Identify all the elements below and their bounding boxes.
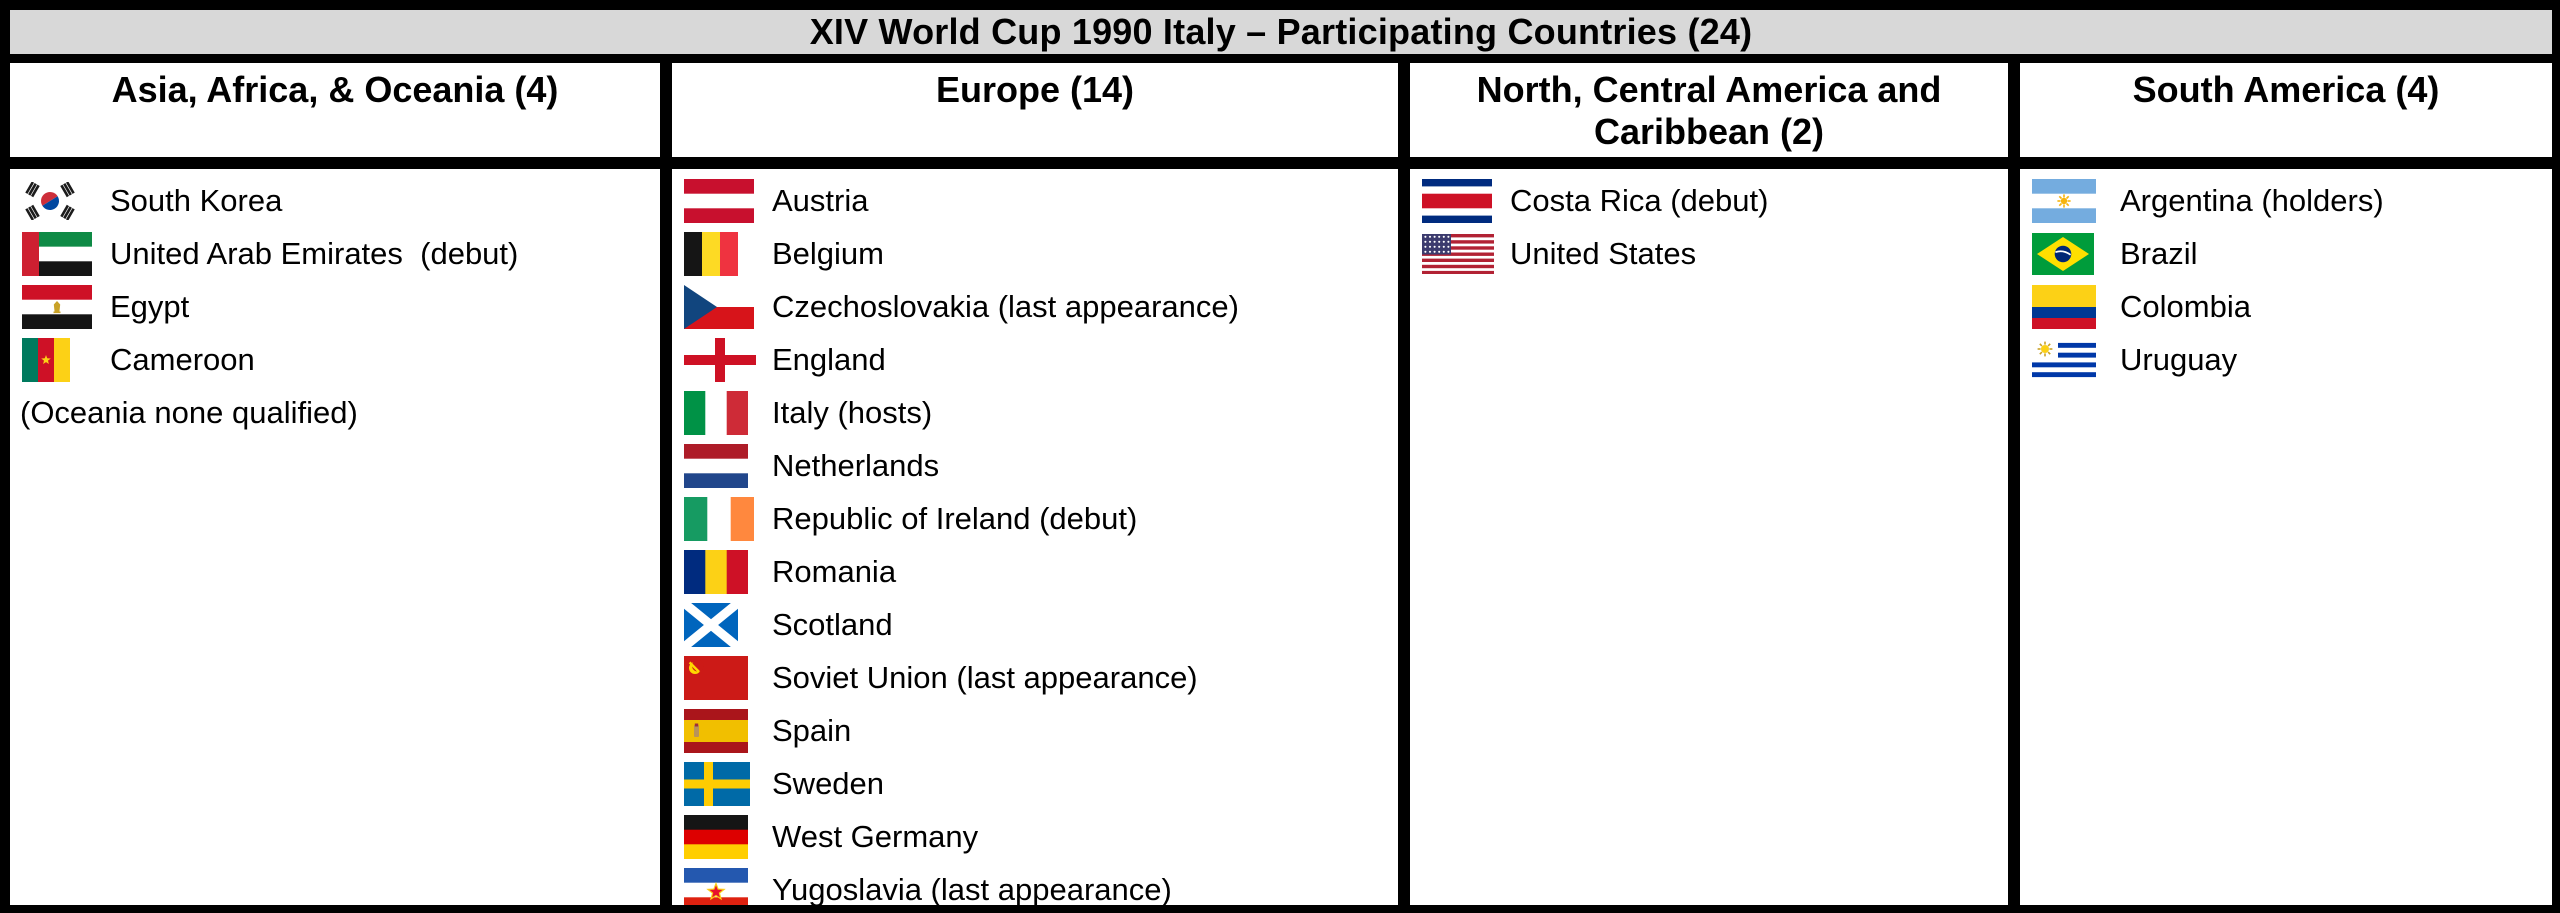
czechoslovakia-flag-icon [684,284,772,329]
country-row: Argentina (holders) [2032,174,2548,227]
column-header: Europe (14) [672,63,1398,169]
netherlands-flag-icon [684,443,772,488]
country-label: Soviet Union (last appearance) [772,660,1198,695]
country-row: Spain [684,704,1394,757]
country-label: Costa Rica (debut) [1510,183,1769,218]
country-row: England [684,333,1394,386]
country-row: Austria [684,174,1394,227]
country-label: Sweden [772,766,885,801]
country-label: Republic of Ireland (debut) [772,501,1138,536]
costa-rica-flag-icon [1422,178,1510,223]
country-row: Czechoslovakia (last appearance) [684,280,1394,333]
country-row: Uruguay [2032,333,2548,386]
country-label: England [772,342,886,377]
spain-flag-icon [684,708,772,753]
country-row: Romania [684,545,1394,598]
country-label: Brazil [2120,236,2198,271]
country-row: West Germany [684,810,1394,863]
country-label: Italy (hosts) [772,395,933,430]
sweden-flag-icon [684,761,772,806]
uruguay-flag-icon [2032,337,2120,382]
column-header: North, Central America and Caribbean (2) [1410,63,2008,169]
cameroon-flag-icon [22,337,110,382]
country-label: South Korea [110,183,283,218]
country-label: Romania [772,554,897,589]
united-arab-emirates-flag-icon [22,231,110,276]
colombia-flag-icon [2032,284,2120,329]
table-columns: Asia, Africa, & Oceania (4) South Korea Un… [10,63,2552,905]
country-label: Czechoslovakia (last appearance) [772,289,1239,324]
country-label: Belgium [772,236,884,271]
country-row: Cameroon [22,333,656,386]
country-row: Soviet Union (last appearance) [684,651,1394,704]
country-label: Egypt [110,289,190,324]
united-states-flag-icon [1422,233,1510,274]
note-row: (Oceania none qualified) [20,386,656,439]
brazil-flag-icon [2032,232,2120,275]
south-korea-flag-icon [22,181,110,220]
belgium-flag-icon [684,231,772,276]
country-row: Brazil [2032,227,2548,280]
italy-flag-icon [684,390,772,435]
austria-flag-icon [684,178,772,223]
column: South America (4) Argentina (holders) Braz… [2020,63,2552,905]
country-label: Colombia [2120,289,2251,324]
country-row: Italy (hosts) [684,386,1394,439]
scotland-flag-icon [684,602,772,647]
country-row: Scotland [684,598,1394,651]
england-flag-icon [684,337,772,382]
country-label: Austria [772,183,869,218]
country-label: United States [1510,236,1697,271]
country-label: West Germany [772,819,979,854]
country-label: Uruguay [2120,342,2238,377]
column-body: Argentina (holders) Brazil Colombia Uruguay [2020,169,2552,905]
table-title: XIV World Cup 1990 Italy – Participating… [10,10,2552,54]
country-label: Netherlands [772,448,940,483]
country-label: Argentina (holders) [2120,183,2384,218]
column-header: Asia, Africa, & Oceania (4) [10,63,660,169]
column-body: Austria Belgium Czechoslovakia (last appea… [672,169,1398,905]
column-header: South America (4) [2020,63,2552,169]
country-row: South Korea [22,174,656,227]
country-row: Egypt [22,280,656,333]
country-row: Netherlands [684,439,1394,492]
column: Asia, Africa, & Oceania (4) South Korea Un… [10,63,660,905]
country-row: Costa Rica (debut) [1422,174,2004,227]
country-label: Spain [772,713,852,748]
column-body: South Korea United Arab Emirates (debut) E… [10,169,660,905]
west-germany-flag-icon [684,814,772,859]
country-row: Belgium [684,227,1394,280]
country-label: United Arab Emirates (debut) [110,236,519,271]
yugoslavia-flag-icon [684,867,772,905]
country-row: Sweden [684,757,1394,810]
country-row: Colombia [2032,280,2548,333]
column: North, Central America and Caribbean (2)… [1410,63,2008,905]
egypt-flag-icon [22,284,110,329]
republic-of-ireland-flag-icon [684,496,772,541]
country-label: Cameroon [110,342,255,377]
country-row: Yugoslavia (last appearance) [684,863,1394,905]
country-row: United States [1422,227,2004,280]
romania-flag-icon [684,549,772,594]
soviet-union-flag-icon [684,655,772,700]
country-row: Republic of Ireland (debut) [684,492,1394,545]
note-label: (Oceania none qualified) [20,395,358,430]
country-row: United Arab Emirates (debut) [22,227,656,280]
column-body: Costa Rica (debut) United States [1410,169,2008,905]
argentina-flag-icon [2032,178,2120,223]
country-label: Yugoslavia (last appearance) [772,872,1172,905]
country-label: Scotland [772,607,893,642]
column: Europe (14) Austria Belgium Czechoslovakia … [672,63,1398,905]
